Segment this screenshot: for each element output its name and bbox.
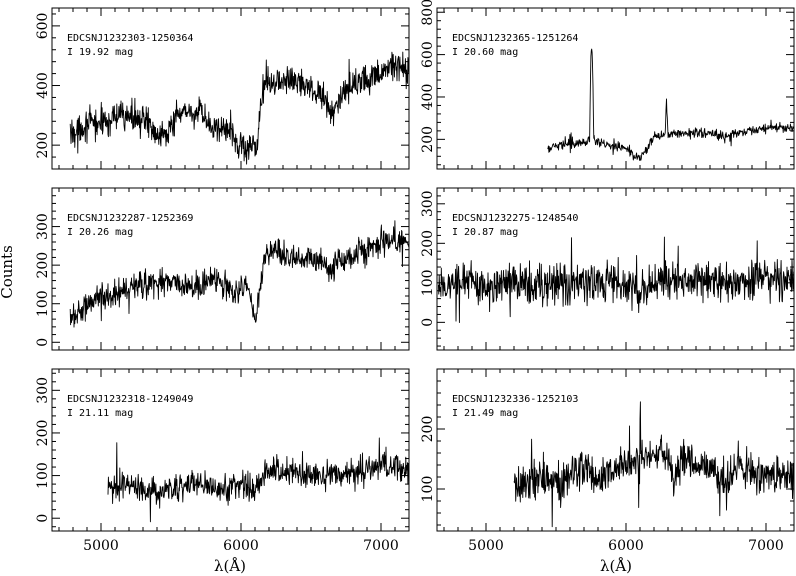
y-tick-label: 200 [35, 252, 51, 279]
spectrum-line [437, 236, 794, 323]
spectrum-line [547, 48, 794, 161]
x-tick-label: 6000 [608, 538, 644, 554]
panel-EDCSNJ1232365-1251264: 200 400 600 800 EDCSNJ1232365-1251264 I 20.60… [420, 0, 795, 170]
x-tick-label: 5000 [468, 538, 504, 554]
y-tick-label: 400 [420, 84, 436, 111]
x-axis-title-right: λ(Å) [600, 557, 632, 575]
y-tick-label: 300 [35, 377, 51, 404]
spectrum-line [69, 220, 409, 328]
panel-EDCSNJ1232303-1250364: 200 400 600 EDCSNJ1232303-1250364 I 19.92 ma… [35, 7, 410, 170]
panel-frame [51, 187, 410, 351]
panel-EDCSNJ1232318-1249049: 5000 6000 7000 0 100 200 300 EDCSNJ1232318-1249… [35, 368, 410, 554]
magnitude-label: I 21.11 mag [67, 408, 133, 419]
magnitude-label: I 21.49 mag [452, 408, 518, 419]
panel-EDCSNJ1232287-1252369: 0 100 200 300 EDCSNJ1232287-1252369 I 20.26 m… [35, 187, 410, 351]
y-tick-label: 0 [420, 318, 436, 327]
y-tick-label: 200 [420, 126, 436, 153]
x-tick-label: 7000 [363, 538, 399, 554]
magnitude-label: I 20.26 mag [67, 227, 133, 238]
magnitude-label: I 20.60 mag [452, 47, 518, 58]
y-tick-label: 800 [420, 0, 436, 26]
object-id-label: EDCSNJ1232275-1248540 [452, 213, 578, 224]
y-tick-label: 100 [420, 269, 436, 296]
y-tick-label: 300 [35, 213, 51, 240]
object-id-label: EDCSNJ1232303-1250364 [67, 33, 193, 44]
spectrum-line [107, 437, 409, 523]
y-tick-label: 600 [420, 41, 436, 68]
y-tick-label: 100 [35, 462, 51, 489]
panel-frame [436, 187, 795, 351]
y-axis-title: Counts [0, 245, 16, 299]
spectrum-line [513, 401, 794, 528]
y-tick-label: 200 [420, 230, 436, 257]
y-tick-label: 0 [35, 338, 51, 347]
object-id-label: EDCSNJ1232318-1249049 [67, 394, 193, 405]
object-id-label: EDCSNJ1232287-1252369 [67, 213, 193, 224]
spectrum-line [69, 51, 409, 165]
spectrum-panels: 200 400 600 EDCSNJ1232303-1250364 I 19.92 ma… [35, 0, 795, 554]
y-tick-label: 600 [35, 13, 51, 40]
object-id-label: EDCSNJ1232336-1252103 [452, 394, 578, 405]
magnitude-label: I 19.92 mag [67, 47, 133, 58]
y-tick-label: 300 [420, 190, 436, 217]
object-id-label: EDCSNJ1232365-1251264 [452, 33, 578, 44]
y-tick-label: 200 [420, 416, 436, 443]
y-tick-label: 400 [35, 72, 51, 99]
y-tick-label: 200 [35, 132, 51, 159]
y-tick-label: 200 [35, 420, 51, 447]
x-tick-label: 5000 [83, 538, 119, 554]
y-tick-label: 100 [420, 476, 436, 503]
panel-frame [436, 368, 795, 532]
x-axis-title-left: λ(Å) [214, 557, 246, 575]
y-tick-label: 0 [35, 514, 51, 523]
x-tick-label: 7000 [748, 538, 784, 554]
panel-EDCSNJ1232275-1248540: 0 100 200 300 EDCSNJ1232275-1248540 I 20.87 m… [420, 187, 795, 351]
panel-frame [51, 7, 410, 170]
magnitude-label: I 20.87 mag [452, 227, 518, 238]
panel-EDCSNJ1232336-1252103: 5000 6000 7000 100 200 EDCSNJ1232336-1252103 I… [420, 368, 795, 554]
x-tick-label: 6000 [223, 538, 259, 554]
y-tick-label: 100 [35, 290, 51, 317]
